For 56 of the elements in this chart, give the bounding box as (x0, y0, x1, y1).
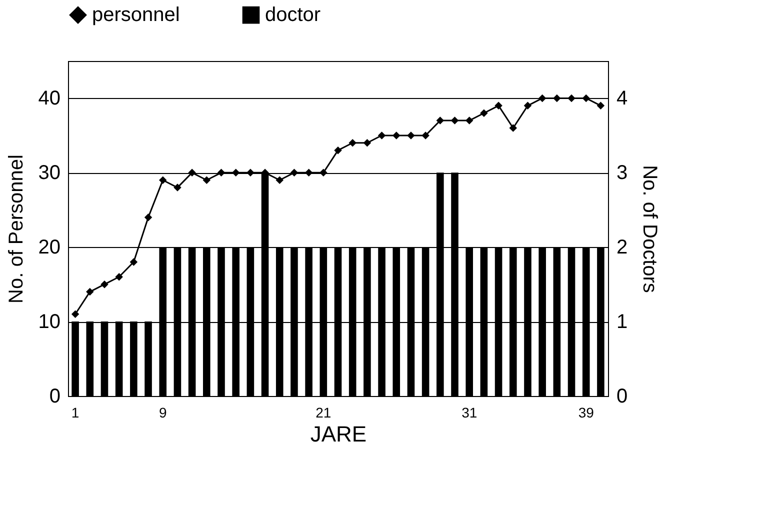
point (582, 94, 590, 102)
y-tick-label: 0 (49, 386, 60, 408)
x-tick-label: 21 (316, 404, 332, 420)
point (232, 168, 240, 177)
point (538, 94, 546, 102)
point (246, 168, 254, 177)
point (174, 184, 182, 192)
point (158, 176, 167, 184)
y-tick-label: 10 (38, 311, 60, 334)
point (320, 168, 328, 177)
point (363, 139, 372, 147)
point (348, 139, 356, 147)
point (290, 168, 298, 177)
point (494, 102, 502, 110)
y2-axis-title: No. of Doctors (638, 165, 661, 293)
y2-tick-label: 4 (616, 88, 628, 110)
point (100, 280, 108, 288)
point (378, 132, 386, 140)
point (568, 94, 576, 102)
legend-label: doctor (265, 4, 321, 26)
x-tick-label: 1 (71, 404, 80, 420)
point (276, 176, 284, 184)
point (553, 94, 561, 102)
y-axis-title: No. of Personnel (5, 154, 28, 304)
y-tick-label: 20 (38, 236, 60, 259)
point (86, 288, 94, 296)
x-axis-title: JARE (310, 422, 367, 446)
point (304, 168, 313, 177)
legend-label: personnel (92, 4, 180, 26)
point (392, 132, 400, 140)
point (144, 213, 152, 222)
y2-tick-label: 0 (616, 386, 628, 408)
point (480, 109, 488, 117)
point (465, 116, 474, 124)
point (436, 116, 444, 124)
y-tick-label: 40 (38, 88, 60, 110)
point (130, 258, 138, 266)
point (509, 124, 518, 132)
y-tick-label: 30 (38, 162, 60, 184)
point (71, 310, 80, 318)
x-tick-label: 9 (158, 404, 167, 420)
x-tick-label: 39 (578, 404, 594, 420)
y2-tick-label: 1 (616, 311, 628, 334)
point (422, 132, 430, 140)
point (202, 176, 211, 184)
point (217, 168, 226, 177)
point (450, 116, 459, 124)
point (188, 168, 196, 177)
x-tick-label: 31 (462, 404, 478, 420)
point (596, 102, 605, 110)
point (115, 273, 123, 281)
y2-tick-label: 3 (616, 162, 628, 184)
point (524, 102, 532, 110)
y2-tick-label: 2 (616, 236, 628, 259)
point (334, 146, 342, 154)
point (407, 132, 415, 140)
